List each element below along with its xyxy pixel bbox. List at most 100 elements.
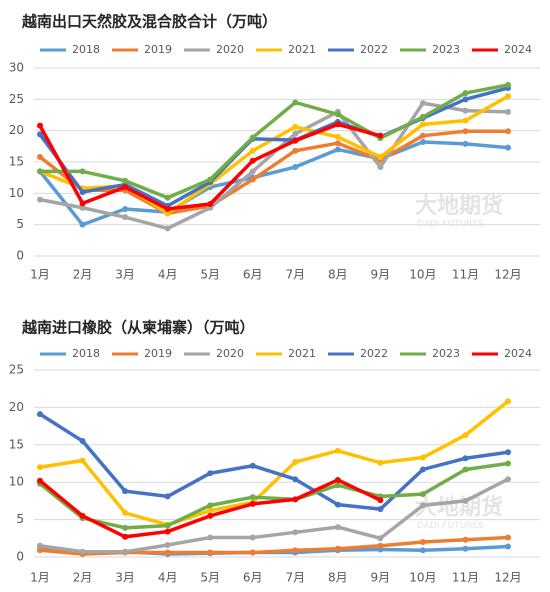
series-line xyxy=(38,122,381,211)
point xyxy=(37,153,43,160)
point xyxy=(462,96,469,103)
point xyxy=(419,121,426,128)
point xyxy=(462,107,469,114)
point xyxy=(79,200,86,207)
legend-label: 2023 xyxy=(432,347,460,360)
point xyxy=(292,99,299,106)
y-tick-label: 5 xyxy=(16,512,24,526)
x-tick-label: 8月 xyxy=(328,571,348,585)
point xyxy=(249,168,256,175)
point xyxy=(377,153,384,160)
chart-title: 越南进口橡胶（从柬埔寨）（万吨） xyxy=(21,319,255,337)
point xyxy=(505,108,511,115)
x-tick-label: 12月 xyxy=(494,268,521,282)
point xyxy=(249,147,256,154)
point xyxy=(249,494,256,501)
watermark-sub: DADI FUTURES xyxy=(417,521,484,531)
x-tick-label: 10月 xyxy=(409,268,436,282)
series-line xyxy=(38,86,509,208)
point xyxy=(419,132,426,139)
point xyxy=(37,131,43,138)
point xyxy=(334,476,341,483)
point xyxy=(79,204,86,211)
point xyxy=(377,535,384,542)
legend-label: 2024 xyxy=(504,347,532,360)
point xyxy=(462,455,469,462)
y-tick-label: 25 xyxy=(9,92,24,106)
y-tick-label: 30 xyxy=(9,61,24,75)
point xyxy=(505,476,511,483)
y-tick-label: 10 xyxy=(9,186,24,200)
point xyxy=(292,459,299,466)
point xyxy=(249,157,256,164)
point xyxy=(377,132,384,139)
x-tick-label: 1月 xyxy=(30,268,50,282)
point xyxy=(505,93,511,100)
x-tick-label: 7月 xyxy=(285,268,305,282)
point xyxy=(249,134,256,141)
point xyxy=(462,545,469,552)
point xyxy=(334,133,341,140)
point xyxy=(462,140,469,147)
legend-label: 2022 xyxy=(360,347,388,360)
legend-label: 2018 xyxy=(72,43,100,56)
point xyxy=(122,533,129,540)
point xyxy=(249,462,256,469)
point xyxy=(334,121,341,128)
point xyxy=(37,464,43,471)
y-tick-label: 10 xyxy=(9,475,24,489)
point xyxy=(207,200,214,207)
point xyxy=(462,497,469,504)
point xyxy=(79,221,86,228)
point xyxy=(37,196,43,203)
point xyxy=(334,111,341,118)
point xyxy=(164,549,171,556)
x-tick-label: 11月 xyxy=(452,268,479,282)
x-tick-label: 5月 xyxy=(200,268,220,282)
point xyxy=(462,536,469,543)
point xyxy=(164,225,171,232)
y-tick-label: 15 xyxy=(9,437,24,451)
x-tick-label: 8月 xyxy=(328,268,348,282)
point xyxy=(505,144,511,151)
legend-label: 2021 xyxy=(288,43,316,56)
point xyxy=(249,534,256,541)
point xyxy=(462,432,469,439)
series-line xyxy=(38,461,509,530)
y-tick-label: 25 xyxy=(9,363,24,377)
point xyxy=(122,509,129,516)
point xyxy=(334,140,341,147)
x-tick-label: 3月 xyxy=(115,268,135,282)
point xyxy=(249,500,256,507)
point xyxy=(79,168,86,175)
point xyxy=(377,542,384,549)
point xyxy=(292,130,299,137)
point xyxy=(334,482,341,489)
point xyxy=(122,488,129,495)
series-line xyxy=(40,83,509,200)
x-tick-label: 10月 xyxy=(409,571,436,585)
y-tick-label: 20 xyxy=(9,400,24,414)
series-line xyxy=(39,412,509,511)
point xyxy=(419,454,426,461)
point xyxy=(505,543,511,550)
point xyxy=(334,447,341,454)
point xyxy=(164,206,171,212)
point xyxy=(419,547,426,554)
point xyxy=(122,184,129,191)
point xyxy=(292,529,299,536)
point xyxy=(79,548,86,555)
x-tick-label: 4月 xyxy=(158,268,178,282)
point xyxy=(334,501,341,508)
watermark: 大地期货 xyxy=(415,193,503,219)
legend-label: 2018 xyxy=(72,347,100,360)
point xyxy=(505,449,511,456)
point xyxy=(207,470,214,477)
watermark: 大地期货 xyxy=(415,495,503,521)
legend-label: 2024 xyxy=(504,43,532,56)
point xyxy=(37,477,43,484)
point xyxy=(334,524,341,531)
point xyxy=(505,81,511,88)
point xyxy=(419,491,426,498)
point xyxy=(462,117,469,124)
